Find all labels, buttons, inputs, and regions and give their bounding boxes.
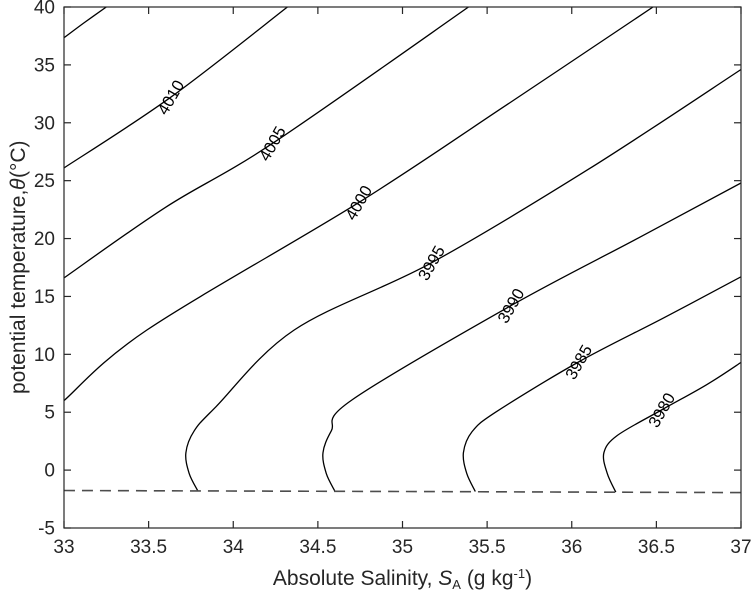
axis-title-segment: (°C)	[7, 140, 30, 179]
y-axis-title: potential temperature, θ (°C)	[6, 0, 32, 535]
contour-line-3995	[185, 68, 741, 491]
y-tick-label: 30	[34, 113, 55, 134]
x-tick-label: 35	[392, 537, 413, 558]
y-tick-labels: -5 0 5 10 15 20 25 30 35 40	[34, 0, 55, 540]
y-tick-label: 10	[34, 345, 55, 366]
x-axis-title: Absolute Salinity, SA (g kg-1)	[64, 565, 741, 592]
x-tick-label: 33	[53, 537, 74, 558]
y-tick-label: -5	[38, 519, 55, 540]
y-tick-label: 25	[34, 171, 55, 192]
axis-title-segment: -1	[513, 565, 526, 581]
axis-title-segment: Absolute Salinity,	[272, 567, 439, 590]
axis-title-segment: S	[438, 567, 453, 590]
freezing-line	[64, 489, 741, 494]
y-tick-label: 0	[44, 461, 55, 482]
x-tick-label: 37	[730, 537, 751, 558]
x-tick-labels: 33 33.5 34 34.5 35 35.5 36 36.5 37	[53, 537, 751, 558]
y-tick-label: 40	[34, 0, 55, 19]
freezing-line-path	[64, 489, 741, 494]
contour-label-4010: 4010	[154, 77, 188, 118]
contour-label-3980: 3980	[645, 390, 679, 431]
axis-ticks	[63, 6, 742, 529]
x-tick-label: 36.5	[638, 537, 675, 558]
y-tick-label: 5	[44, 403, 55, 424]
contour-line-4010	[64, 7, 288, 169]
contour-line-3985	[462, 276, 741, 492]
x-tick-label: 35.5	[469, 537, 506, 558]
x-tick-label: 34	[223, 537, 245, 558]
axis-title-segment: potential temperature,	[7, 189, 30, 395]
axis-title-segment: θ	[7, 178, 30, 190]
axis-title-segment: )	[525, 567, 533, 590]
contour-lines	[64, 7, 741, 493]
x-tick-label: 33.5	[130, 537, 167, 558]
axis-title-segment: A	[452, 576, 461, 592]
plot-box	[63, 6, 742, 529]
x-tick-label: 34.5	[299, 537, 336, 558]
y-tick-label: 15	[34, 287, 55, 308]
x-tick-label: 36	[561, 537, 582, 558]
contour-line-3990	[322, 182, 741, 492]
y-tick-label: 35	[34, 55, 55, 76]
contour-line-4005	[64, 7, 469, 279]
contour-line-3980	[602, 361, 741, 493]
contour-label-3995: 3995	[415, 243, 449, 284]
contour-line-4015	[64, 7, 107, 39]
contour-label-4005: 4005	[256, 124, 290, 165]
contour-label-4000: 4000	[342, 183, 376, 224]
contour-label-3985: 3985	[562, 342, 596, 383]
contour-labels: 4010 4005 4000 3995 3990 3985 3980	[154, 77, 679, 430]
axis-title-segment: (g kg	[460, 567, 514, 590]
contour-line-4000	[64, 7, 654, 402]
contour-label-3990: 3990	[494, 286, 528, 327]
y-tick-label: 20	[34, 229, 55, 250]
